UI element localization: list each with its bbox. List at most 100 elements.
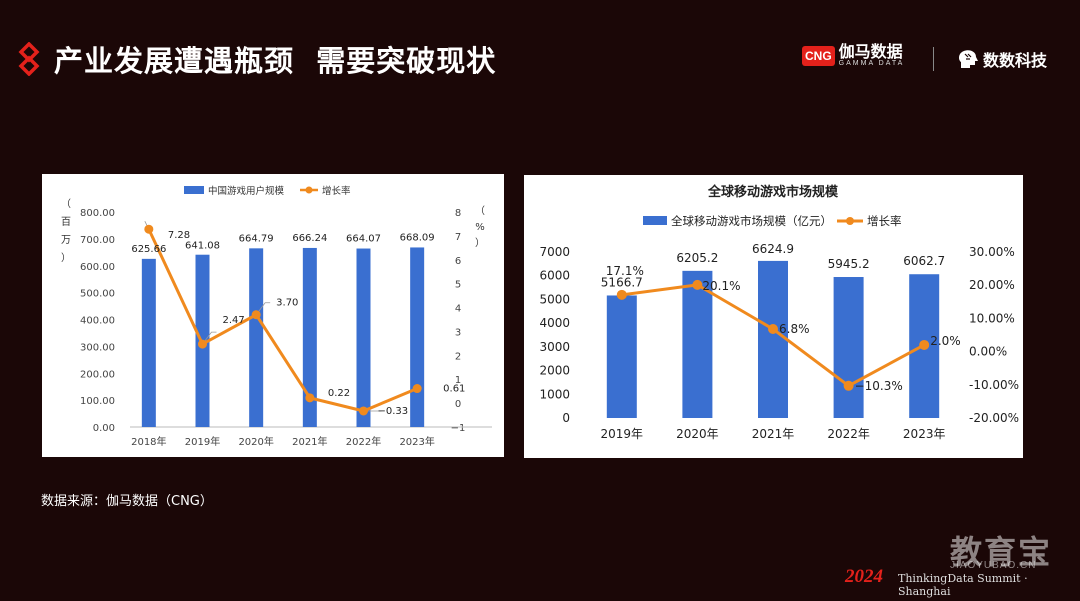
y-left-tick-label: 700.00	[80, 235, 115, 246]
chart1-bar-labels: 625.66 641.08 664.79 666.24 664.07 668.09	[131, 232, 434, 254]
y-right-tick-label: 5	[455, 280, 461, 291]
bar-value-label: 668.09	[400, 232, 435, 243]
growth-value-label: −0.33	[378, 406, 409, 417]
data-source-note: 数据来源：伽马数据（CNG）	[41, 494, 213, 509]
y-left-tick-label: 4000	[539, 316, 570, 330]
y-left-axis-label-char: 百	[61, 216, 71, 228]
chart2-yticks-right: -20.00% -10.00% 0.00% 10.00% 20.00% 30.00%	[969, 245, 1019, 425]
x-tick-label: 2022年	[346, 435, 381, 448]
chart2-yticks-left: 0 1000 2000 3000 4000 5000 6000 7000	[539, 245, 570, 425]
brain-head-icon	[959, 50, 978, 68]
legend-label-bar: 中国游戏用户规模	[208, 185, 285, 197]
chart1-leader-lines	[144, 221, 382, 412]
y-left-tick-label: 5000	[539, 292, 570, 306]
y-left-tick-label: 300.00	[80, 342, 115, 353]
y-right-axis-label-char: %	[475, 222, 485, 233]
chart1-line-labels: 7.28 2.47 3.70 0.22 −0.33 0.61	[168, 230, 466, 417]
growth-point-2020年	[251, 310, 261, 320]
bar-value-label: 6205.2	[676, 251, 718, 265]
chart2-growth-line	[616, 279, 930, 391]
y-right-tick-label: 20.00%	[969, 278, 1015, 292]
y-left-tick-label: 100.00	[80, 396, 115, 407]
bar-2018年	[141, 258, 156, 427]
y-right-tick-label: 4	[455, 304, 461, 315]
y-left-tick-label: 0.00	[93, 423, 115, 434]
growth-point-2022年	[843, 380, 854, 391]
brand-divider	[933, 47, 934, 71]
y-left-tick-label: 0	[562, 411, 570, 425]
y-right-tick-label: 10.00%	[969, 311, 1015, 325]
growth-point-2019年	[198, 339, 207, 349]
shushu-brand: 数数科技	[957, 47, 1047, 71]
bar-value-label: 666.24	[292, 233, 327, 244]
x-tick-label: 2020年	[676, 427, 719, 441]
chart1-xticks: 2018年 2019年 2020年 2021年 2022年 2023年	[131, 435, 435, 448]
legend-swatch-bar	[643, 216, 667, 225]
y-left-tick-label: 3000	[539, 340, 570, 354]
bar-2022年	[356, 248, 371, 427]
x-tick-label: 2018年	[131, 435, 166, 448]
legend-marker-line	[846, 217, 854, 225]
growth-value-label: 2.47	[223, 315, 245, 326]
y-left-tick-label: 800.00	[80, 208, 115, 219]
bar-2023年	[410, 247, 425, 427]
chart1-legend: 中国游戏用户规模 增长率	[184, 185, 351, 197]
growth-point-2023年	[412, 384, 422, 394]
growth-point-2019年	[616, 289, 627, 300]
y-left-tick-label: 7000	[539, 245, 570, 259]
bar-2021年	[302, 247, 317, 427]
growth-point-2022年	[359, 406, 368, 416]
chart-user-scale: 中国游戏用户规模 增长率 （百万） （%） 0.00100.00200.0030…	[61, 185, 492, 448]
bar-value-label: 5945.2	[828, 257, 870, 271]
diamond-logo-icon	[18, 42, 40, 76]
growth-point-2021年	[768, 324, 778, 335]
y-left-axis-label-char: （	[61, 198, 71, 210]
growth-value-label: 20.1%	[702, 279, 740, 293]
x-tick-label: 2020年	[238, 435, 273, 448]
bar-value-label: 5166.7	[601, 275, 643, 289]
x-tick-label: 2023年	[399, 435, 434, 448]
y-left-tick-label: 200.00	[80, 369, 115, 380]
bar-value-label: 6062.7	[903, 254, 945, 268]
y-left-tick-label: 1000	[539, 387, 570, 401]
cng-brand-name: 伽马数据	[838, 42, 903, 61]
bar-2020年	[249, 248, 264, 427]
y-right-axis-label-char: ）	[475, 237, 485, 249]
bar-value-label: 641.08	[185, 241, 220, 252]
y-right-tick-label: 7	[455, 232, 461, 243]
label-leader-line	[255, 302, 271, 315]
bar-value-label: 6624.9	[752, 242, 794, 256]
event-year: 2024	[845, 566, 883, 587]
growth-value-label: 0.61	[443, 384, 465, 395]
growth-value-label: 0.22	[328, 388, 350, 399]
y-left-tick-label: 6000	[539, 269, 570, 283]
bar-2022年	[833, 277, 864, 418]
growth-point-2023年	[919, 339, 930, 350]
y-left-tick-label: 500.00	[80, 289, 115, 300]
page-title: 产业发展遭遇瓶颈 需要突破现状	[54, 44, 497, 78]
y-right-tick-label: 2	[455, 351, 461, 362]
watermark-url: JIAOYUBAO.CN	[950, 560, 1037, 571]
growth-value-label: 17.1%	[606, 264, 644, 278]
chart2-bars	[606, 260, 940, 418]
chart1-yticks-right: −1 0 1 2 3 4 5 6 7 8	[451, 208, 466, 434]
x-tick-label: 2019年	[185, 435, 220, 448]
bar-value-label: 664.79	[239, 233, 274, 244]
growth-point-2018年	[144, 224, 154, 234]
growth-point-2020年	[692, 279, 703, 290]
growth-value-label: 2.0%	[930, 334, 961, 348]
chart-global-mobile: 全球移动游戏市场规模 全球移动游戏市场规模（亿元） 增长率 0 1000 2000 3…	[539, 184, 1019, 441]
y-right-tick-label: 6	[455, 256, 461, 267]
y-left-tick-label: 600.00	[80, 262, 115, 273]
chart1-growth-line	[144, 224, 422, 416]
label-leader-line	[202, 331, 217, 345]
bar-2019年	[606, 295, 637, 418]
y-right-tick-label: -20.00%	[969, 411, 1019, 425]
chart1-yticks-left: 0.00 100.00 200.00 300.00 400.00 500.00 600.00…	[80, 208, 115, 434]
chart-panel-global-mobile: 全球移动游戏市场规模 全球移动游戏市场规模（亿元） 增长率 0 1000 2000 3…	[524, 175, 1023, 458]
legend-swatch-bar	[184, 186, 204, 194]
y-right-tick-label: 30.00%	[969, 245, 1015, 259]
cng-logo: CNG	[802, 45, 835, 66]
x-tick-label: 2023年	[903, 427, 946, 441]
y-right-tick-label: 8	[455, 208, 461, 219]
